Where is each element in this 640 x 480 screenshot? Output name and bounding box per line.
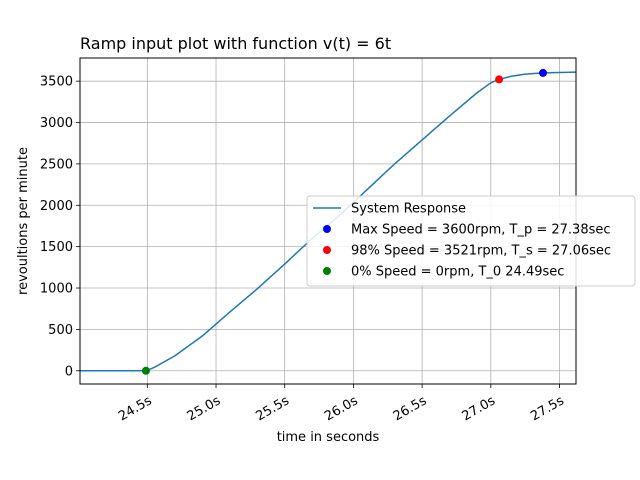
- data-point-2: [495, 75, 504, 84]
- x-axis-label: time in seconds: [277, 430, 380, 445]
- y-tick-label: 3500: [40, 75, 73, 90]
- legend-point-marker: [323, 246, 331, 254]
- y-tick-label: 1500: [40, 240, 73, 255]
- chart-title: Ramp input plot with function v(t) = 6t: [80, 34, 391, 53]
- y-tick-label: 2000: [40, 199, 73, 214]
- data-point-1: [539, 68, 548, 77]
- legend-entry-label: Max Speed = 3600rpm, T_p = 27.38sec: [351, 223, 611, 238]
- legend-point-marker: [323, 225, 331, 233]
- legend: System Response Max Speed = 3600rpm, T_p …: [306, 195, 636, 287]
- legend-point-marker: [323, 267, 331, 275]
- y-tick-label: 2500: [40, 157, 73, 172]
- y-tick-label: 3000: [40, 116, 73, 131]
- data-point-3: [141, 366, 150, 375]
- legend-entry-label: 98% Speed = 3521rpm, T_s = 27.06sec: [351, 244, 611, 259]
- y-axis-label: revoultions per minute: [16, 147, 31, 295]
- y-tick-label: 1000: [40, 282, 73, 297]
- legend-box: [306, 195, 636, 287]
- y-tick-label: 0: [65, 364, 73, 379]
- y-tick-label: 500: [48, 323, 73, 338]
- legend-entry-label: System Response: [351, 202, 466, 217]
- legend-entry-label: 0% Speed = 0rpm, T_0 24.49sec: [351, 265, 564, 280]
